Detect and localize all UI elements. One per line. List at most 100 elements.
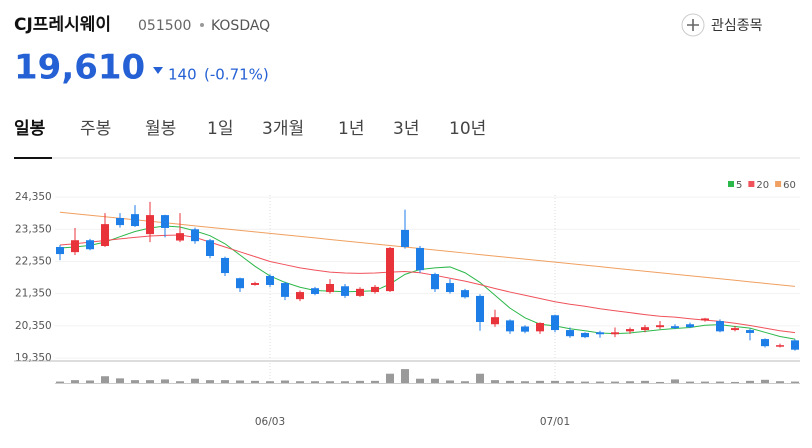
moving-average-line bbox=[59, 225, 796, 340]
volume-bar bbox=[596, 381, 604, 383]
volume-bar bbox=[371, 380, 379, 383]
volume-bar bbox=[476, 373, 484, 383]
tab[interactable]: 1년 bbox=[338, 119, 364, 139]
volume-bar bbox=[311, 381, 319, 383]
volume-bar bbox=[221, 380, 229, 383]
stock-name: CJ프레시웨이 bbox=[14, 15, 111, 35]
volume-bar bbox=[446, 380, 454, 383]
volume-bar bbox=[671, 379, 679, 383]
candle-body bbox=[566, 330, 574, 337]
legend-swatch bbox=[775, 181, 782, 187]
volume-bar bbox=[521, 381, 529, 383]
candle-body bbox=[626, 329, 634, 332]
candle-body bbox=[656, 325, 664, 328]
volume-bar bbox=[176, 381, 184, 383]
candle-body bbox=[56, 246, 64, 255]
candle-body bbox=[206, 240, 214, 256]
volume-bar bbox=[281, 380, 289, 383]
candle-body bbox=[71, 240, 79, 253]
volume-bar bbox=[206, 380, 214, 383]
candle-body bbox=[326, 284, 334, 293]
change-pct: (-0.71%) bbox=[204, 66, 269, 84]
candle-body bbox=[641, 327, 649, 331]
candle-body bbox=[701, 318, 709, 321]
legend-label: 5 bbox=[736, 180, 742, 191]
candle-body bbox=[506, 320, 514, 332]
legend-label: 60 bbox=[783, 180, 796, 191]
chart: 24,350 23,350 22,350 21,350 20,350 19,350 06/0… bbox=[14, 180, 800, 428]
tab[interactable]: 일봉 bbox=[14, 119, 46, 139]
candle-body bbox=[686, 324, 694, 328]
volume-bar bbox=[461, 381, 469, 383]
candle-body bbox=[461, 290, 469, 298]
separator-dot bbox=[200, 23, 204, 27]
candle-body bbox=[791, 340, 799, 350]
candle-body bbox=[416, 247, 424, 271]
candle-body bbox=[296, 292, 304, 300]
tab[interactable]: 10년 bbox=[449, 119, 486, 139]
volume-bar bbox=[191, 378, 199, 383]
volume-bar bbox=[536, 380, 544, 383]
volume-bar bbox=[101, 376, 109, 383]
volume-bar bbox=[56, 381, 64, 383]
candle-body bbox=[386, 247, 394, 292]
candle-body bbox=[446, 283, 454, 293]
volume-bar bbox=[116, 378, 124, 383]
candle-body bbox=[311, 288, 319, 294]
candle-body bbox=[356, 288, 364, 296]
volume-bar bbox=[251, 380, 259, 383]
candle-body bbox=[431, 274, 439, 290]
watch-button[interactable]: 관심종목 bbox=[681, 13, 763, 37]
x-tick-label: 06/03 bbox=[255, 416, 285, 428]
volume-bar bbox=[656, 381, 664, 383]
volume-bar bbox=[686, 381, 694, 383]
tabs: 일봉 주봉 월봉 1일 3개월 1년 3년 10년 bbox=[14, 119, 486, 139]
candle-body bbox=[116, 217, 124, 226]
tab[interactable]: 3년 bbox=[393, 119, 419, 139]
volume-bar bbox=[266, 381, 274, 383]
candle-body bbox=[86, 240, 94, 250]
tab[interactable]: 월봉 bbox=[145, 119, 176, 139]
candle-body bbox=[581, 332, 589, 338]
volume-bar bbox=[161, 379, 169, 383]
plus-icon bbox=[687, 19, 699, 31]
tab[interactable]: 3개월 bbox=[262, 119, 304, 139]
moving-average-line bbox=[59, 211, 796, 287]
tab[interactable]: 1일 bbox=[207, 119, 233, 139]
volume-bar bbox=[791, 381, 799, 383]
tab[interactable]: 주봉 bbox=[80, 119, 111, 139]
candle-body bbox=[101, 224, 109, 247]
volume-bar bbox=[776, 381, 784, 383]
volume-bar bbox=[626, 381, 634, 383]
legend-label: 20 bbox=[756, 180, 769, 191]
volume-bar bbox=[581, 381, 589, 383]
candle-body bbox=[776, 345, 784, 347]
candle-body bbox=[341, 286, 349, 296]
volume-bar bbox=[341, 381, 349, 383]
candle-body bbox=[596, 332, 604, 335]
candle-body bbox=[731, 328, 739, 331]
change: 140 bbox=[168, 66, 197, 84]
y-tick-label: 23,350 bbox=[15, 223, 52, 235]
stock-code: 051500 bbox=[138, 18, 191, 34]
candle-body bbox=[191, 229, 199, 242]
candle-body bbox=[176, 233, 184, 241]
price: 19,610 bbox=[14, 48, 145, 88]
legend-swatch bbox=[748, 181, 755, 187]
candle-body bbox=[671, 326, 679, 329]
candle-body bbox=[221, 257, 229, 274]
volume-bar bbox=[731, 381, 739, 383]
y-tick-label: 21,350 bbox=[15, 288, 52, 300]
candle-body bbox=[491, 317, 499, 325]
candle-body bbox=[536, 322, 544, 332]
volume-bar bbox=[386, 373, 394, 383]
candle-body bbox=[161, 215, 169, 228]
y-tick-label: 19,350 bbox=[15, 352, 52, 364]
volume-bar bbox=[296, 381, 304, 383]
volume-bar bbox=[146, 380, 154, 383]
volume-bar bbox=[716, 381, 724, 383]
down-arrow bbox=[153, 67, 163, 74]
volume-bar bbox=[551, 380, 559, 383]
volume-bar bbox=[401, 369, 409, 383]
